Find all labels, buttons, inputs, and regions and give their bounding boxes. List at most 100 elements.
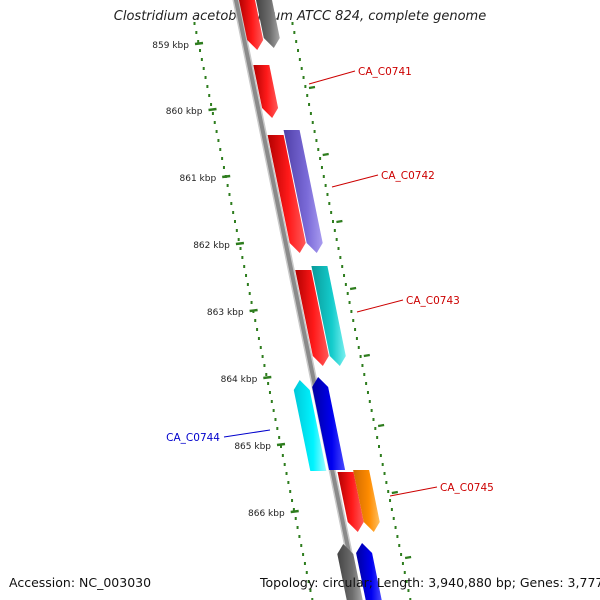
- scale-dot: [254, 319, 257, 322]
- scale-dot: [219, 148, 222, 151]
- scale-dot: [394, 526, 397, 529]
- scale-dot: [265, 373, 268, 376]
- scale-dot: [289, 490, 292, 493]
- gene-label: CA_C0742: [381, 170, 435, 182]
- gene-arrow-cyan: [293, 380, 327, 471]
- scale-dot: [296, 526, 299, 529]
- scale-dot: [330, 211, 333, 214]
- scale-dot: [387, 490, 390, 493]
- scale-tick-label: 863 kbp: [207, 308, 244, 318]
- scale-dot: [237, 238, 240, 241]
- gene-arrow-orange: [353, 470, 380, 532]
- scale-dot: [222, 166, 225, 169]
- scale-dot: [235, 229, 238, 232]
- scale-dot: [331, 220, 334, 223]
- scale-dot: [202, 67, 205, 70]
- scale-dot: [379, 454, 382, 457]
- scale-dot: [257, 337, 260, 340]
- gene-arrow-gray: [256, 0, 280, 48]
- scale-dot: [302, 553, 305, 556]
- scale-dot: [311, 121, 314, 124]
- gene-arrow-red: [337, 472, 364, 532]
- scale-dot: [298, 58, 301, 61]
- scale-dot: [248, 292, 251, 295]
- scale-ticks: 859 kbp 860 kbp 861 kbp 862 kbp 863 kbp 864 k…: [152, 41, 412, 560]
- scale-dot: [215, 130, 218, 133]
- scale-dot: [204, 76, 207, 79]
- gene-features: [239, 0, 382, 600]
- callout-line: [356, 299, 404, 313]
- scale-dot: [405, 580, 408, 583]
- backbone-line: [233, 0, 361, 600]
- scale-tick: [363, 353, 370, 358]
- scale-dot: [239, 247, 242, 250]
- scale-dot: [259, 346, 262, 349]
- scale-dot: [297, 49, 300, 52]
- callout-line: [223, 429, 271, 438]
- scale-dot: [372, 418, 375, 421]
- callout-line: [389, 486, 438, 497]
- scale-dot: [381, 463, 384, 466]
- genome-backbone: [232, 0, 363, 600]
- scale-dot: [233, 220, 236, 223]
- scale-dot: [256, 328, 259, 331]
- gene-labels: CA_C0741 CA_C0742 CA_C0743 CA_C0744 CA_C0745: [166, 66, 494, 497]
- scale-dot: [241, 256, 244, 259]
- scale-dot: [272, 409, 275, 412]
- scale-dot: [309, 589, 312, 592]
- scale-dot: [359, 355, 362, 358]
- scale-dot: [390, 508, 393, 511]
- scale-dot: [352, 319, 355, 322]
- scale-dot: [385, 481, 388, 484]
- scale-dot: [361, 364, 364, 367]
- scale-dot: [292, 508, 295, 511]
- scale-dot: [213, 121, 216, 124]
- scale-dot: [208, 94, 211, 97]
- scale-dot: [348, 301, 351, 304]
- scale-dot: [230, 202, 233, 205]
- scale-dot: [302, 76, 305, 79]
- scale-dot: [285, 472, 288, 475]
- scale-tick: [290, 509, 299, 514]
- scale-dot: [354, 328, 357, 331]
- scale-dot: [250, 301, 253, 304]
- scale-dot: [355, 337, 358, 340]
- scale-dot: [337, 247, 340, 250]
- scale-dot: [320, 166, 323, 169]
- scale-dot: [193, 22, 196, 25]
- gene-label: CA_C0743: [406, 295, 460, 307]
- scale-tick: [194, 41, 204, 46]
- scale-dot: [309, 112, 312, 115]
- scale-dot: [335, 238, 338, 241]
- gene-label: CA_C0745: [440, 482, 494, 494]
- scale-dot: [276, 427, 279, 430]
- scale-dot: [245, 274, 248, 277]
- scale-dot: [303, 562, 306, 565]
- scale-dot: [346, 292, 349, 295]
- scale-dot: [304, 85, 307, 88]
- scale-dot: [366, 391, 369, 394]
- scale-tick: [276, 442, 286, 447]
- map-title: Clostridium acetobutylicum ATCC 824, com…: [113, 9, 487, 24]
- scale-dot: [363, 373, 366, 376]
- scale-dot: [267, 382, 270, 385]
- scale-dot: [280, 445, 283, 448]
- genome-summary-text: Topology: circular; Length: 3,940,880 bp…: [260, 575, 600, 590]
- gene-label: CA_C0741: [358, 66, 412, 78]
- scale-dot: [221, 157, 224, 160]
- scale-dot: [261, 355, 264, 358]
- scale-dot: [407, 589, 410, 592]
- scale-dot: [365, 382, 368, 385]
- scale-tick-label: 861 kbp: [180, 174, 217, 184]
- scale-dot: [263, 364, 266, 367]
- gene-arrow-teal: [311, 266, 346, 366]
- scale-dot: [328, 202, 331, 205]
- scale-tick-label: 860 kbp: [166, 107, 203, 117]
- scale-dot: [293, 31, 296, 34]
- scale-dot: [306, 94, 309, 97]
- scale-dot: [322, 175, 325, 178]
- scale-dot: [403, 571, 406, 574]
- scale-dot: [291, 499, 294, 502]
- scale-dot: [400, 553, 403, 556]
- scale-dot: [274, 418, 277, 421]
